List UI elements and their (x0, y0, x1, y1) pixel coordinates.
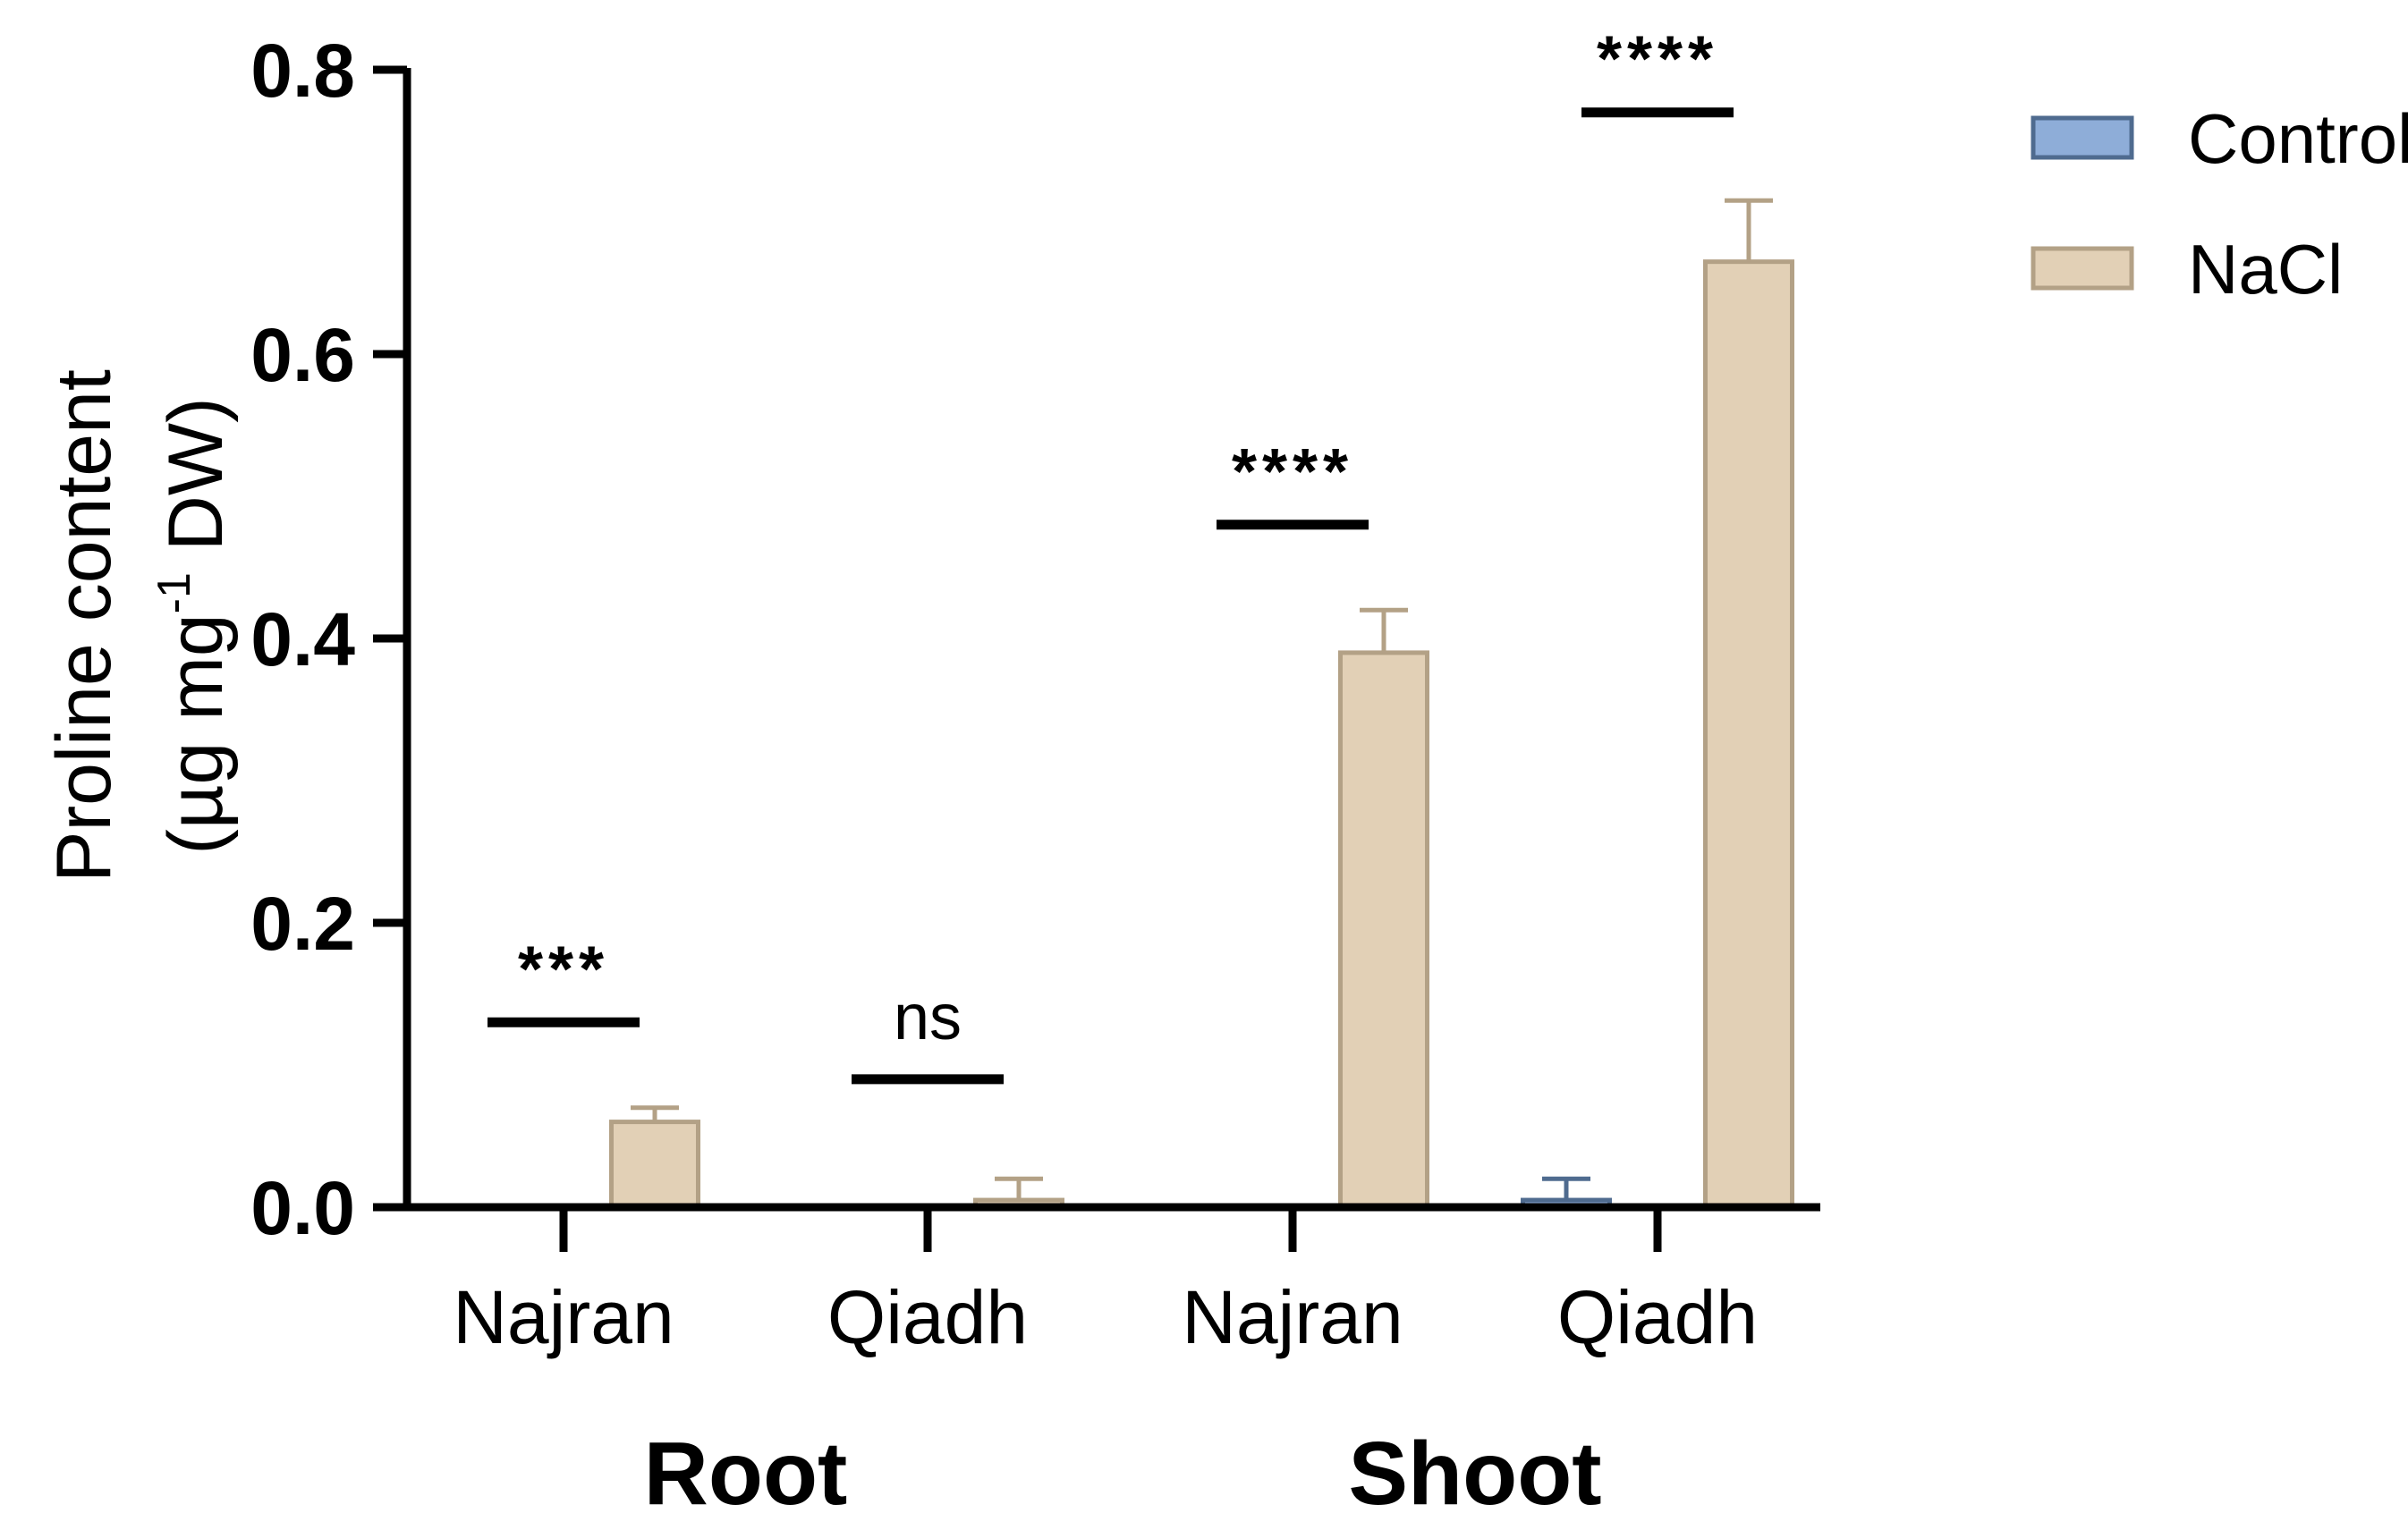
significance-label: **** (1232, 436, 1353, 508)
y-axis-title-unit: (µg mg (153, 613, 239, 854)
y-axis-title-superscript: -1 (148, 572, 200, 613)
y-tick-label: 0.6 (250, 313, 355, 397)
axes-layer (373, 65, 1820, 1252)
y-axis-title-line2: (µg mg-1 DW) (148, 397, 239, 854)
y-tick-label: 0.0 (250, 1166, 355, 1250)
legend: Control NaCl (2031, 99, 2408, 309)
labels-layer: 0.0 0.2 0.4 0.6 0.8 Najran Qiadh Najran Qiadh Roo… (41, 29, 1758, 1524)
y-axis-title-line1: Proline content (41, 369, 127, 883)
group-label-shoot: Shoot (1348, 1424, 1601, 1524)
group-label-root: Root (644, 1424, 848, 1524)
x-category-label: Najran (453, 1275, 674, 1359)
bar-nacl-2 (1338, 650, 1429, 1210)
y-tick-label: 0.4 (250, 597, 355, 681)
legend-label-control: Control (2188, 99, 2408, 178)
legend-swatch-control (2031, 115, 2134, 160)
significance-layer: *** ns **** **** (488, 24, 1734, 1085)
bar-nacl-3 (1703, 259, 1794, 1210)
y-axis-title-suffix: DW) (153, 397, 239, 572)
bars-layer (609, 198, 1794, 1210)
x-category-label: Qiadh (827, 1275, 1028, 1359)
y-tick-label: 0.2 (250, 882, 355, 966)
y-axis-title: Proline content (µg mg-1 DW) (41, 369, 239, 883)
significance-label: **** (1597, 24, 1718, 96)
significance-label: *** (518, 934, 609, 1005)
x-category-label: Qiadh (1557, 1275, 1758, 1359)
significance-label: ns (894, 982, 962, 1053)
bar-nacl-0 (609, 1120, 700, 1210)
x-category-label: Najran (1182, 1275, 1403, 1359)
legend-label-nacl: NaCl (2188, 230, 2343, 309)
legend-swatch-nacl (2031, 246, 2134, 291)
y-tick-label: 0.8 (250, 29, 355, 113)
